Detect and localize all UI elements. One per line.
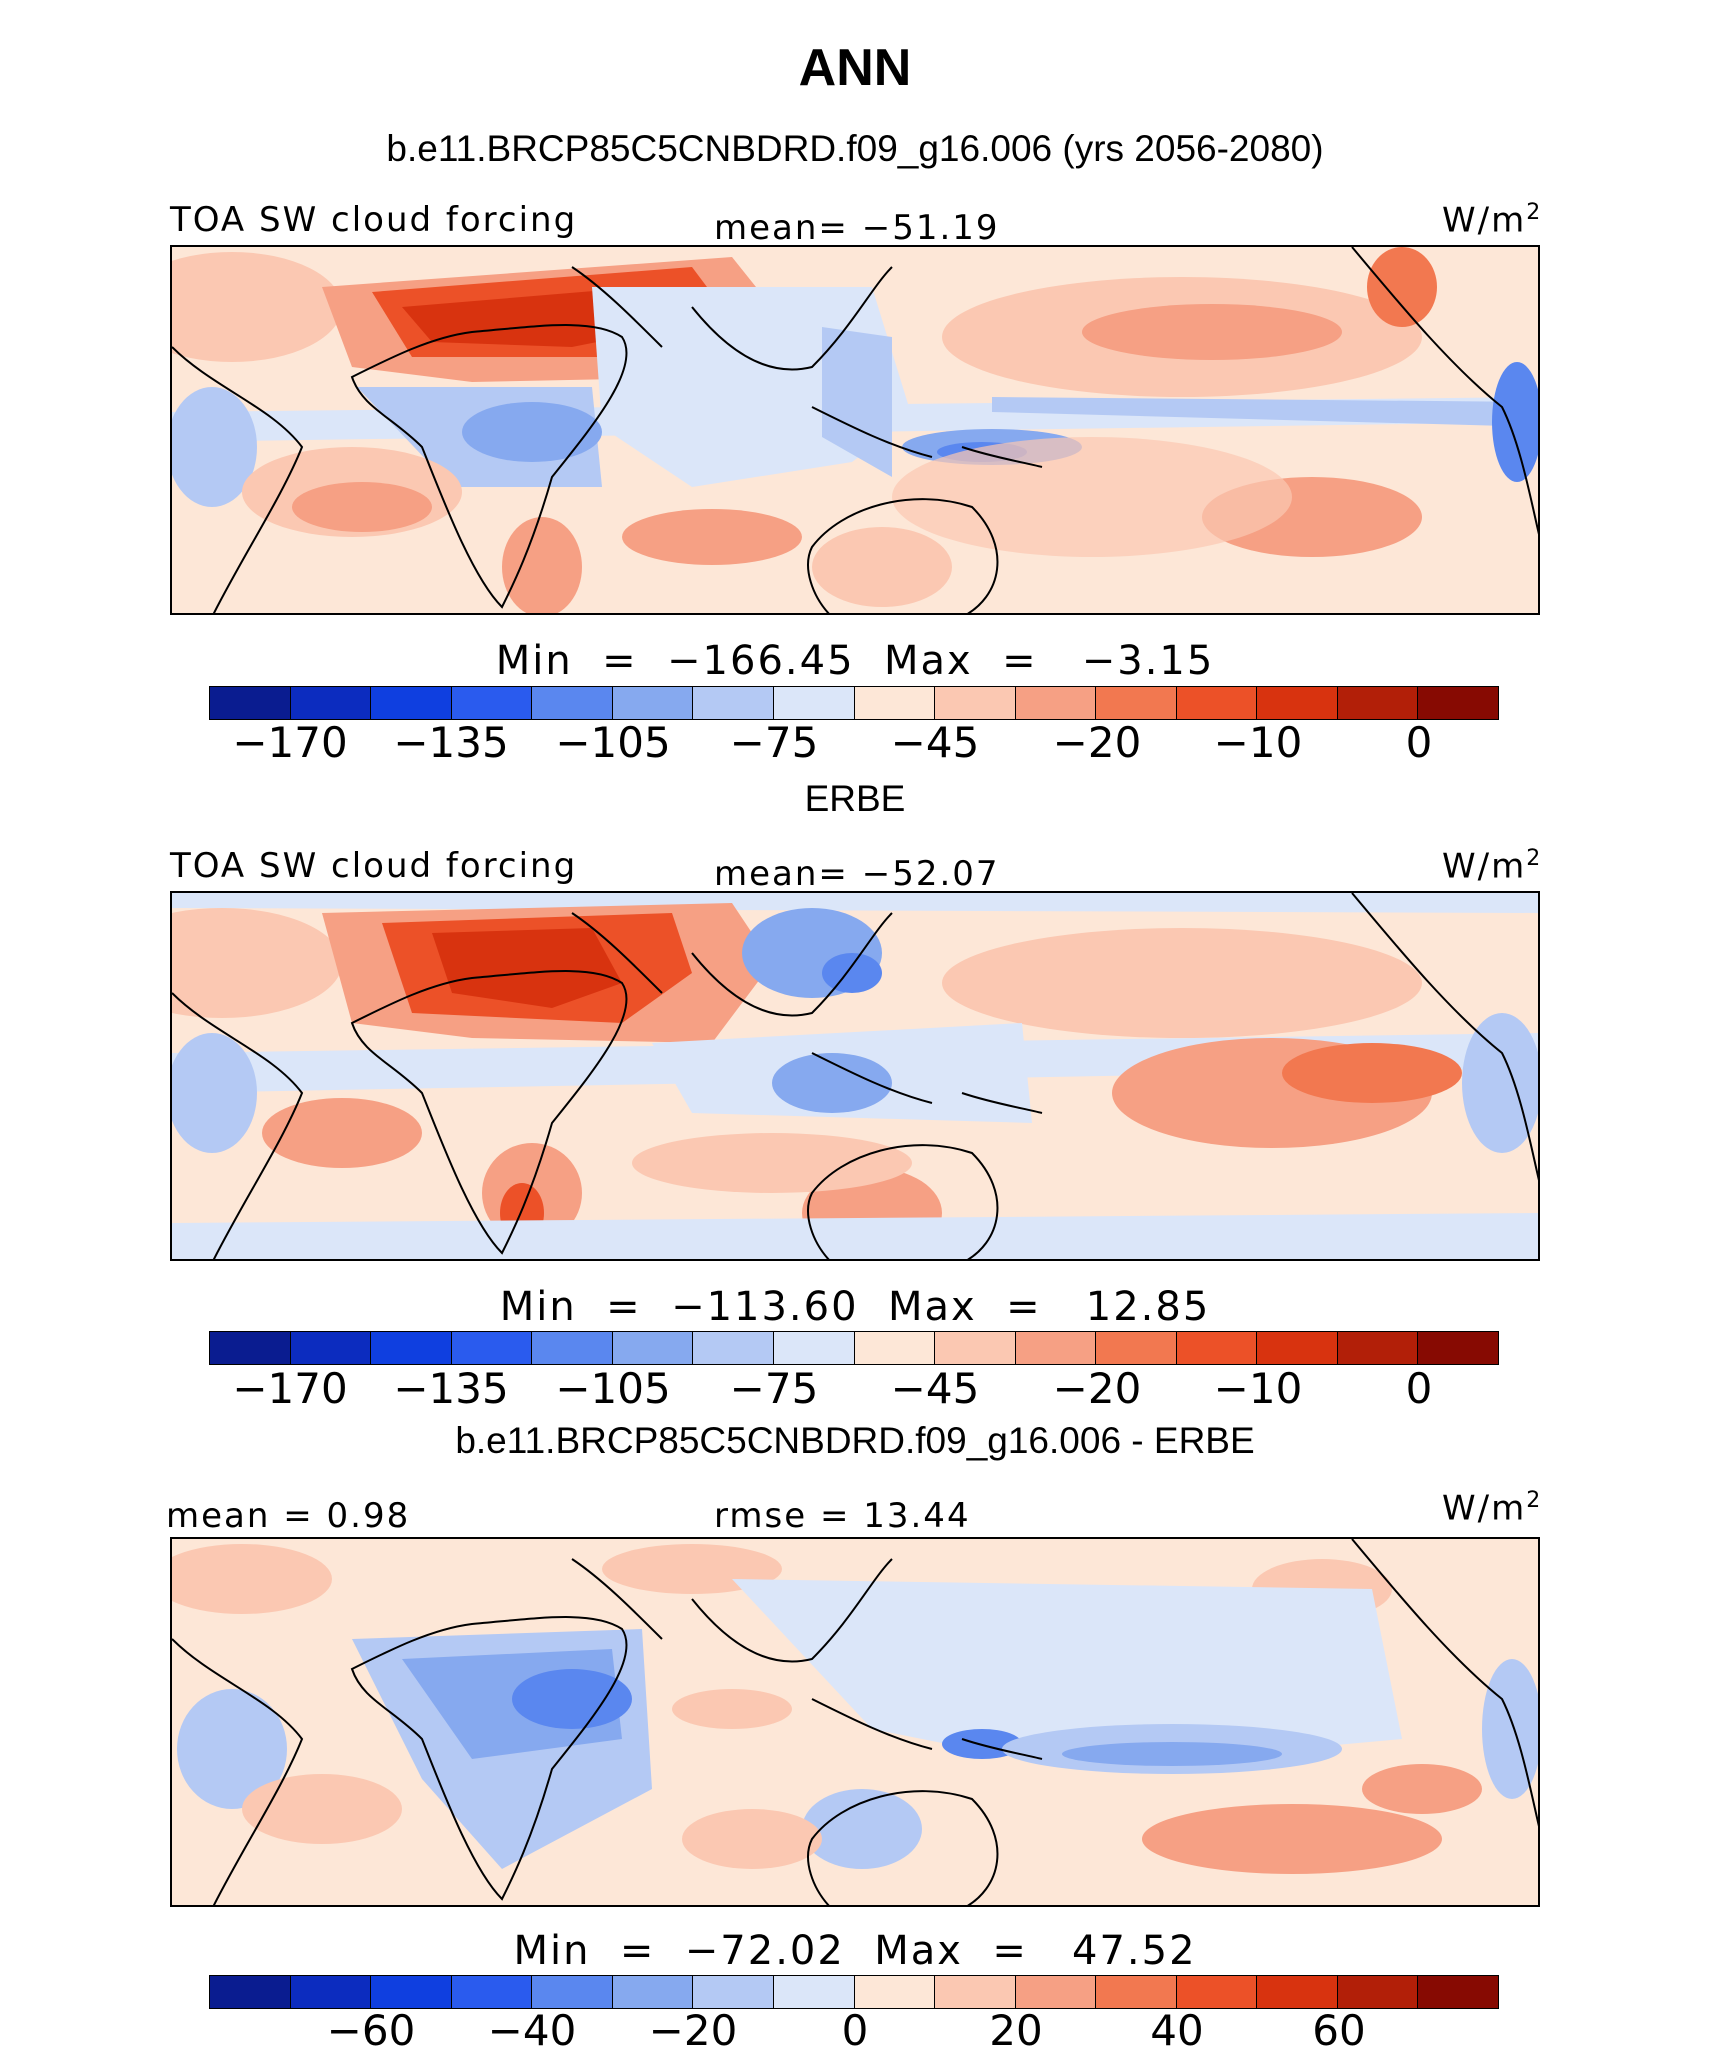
panel-1-colorbar: [209, 686, 1499, 720]
colorbar-swatch: [371, 1976, 452, 2008]
colorbar-tick-label: −40: [487, 2006, 577, 2055]
colorbar-swatch: [773, 1332, 855, 1364]
colorbar-swatch: [1257, 1976, 1338, 2008]
colorbar-swatch: [935, 687, 1016, 719]
colorbar-tick-label: −170: [232, 718, 348, 767]
panel-2-map: [170, 891, 1540, 1261]
colorbar-swatch: [532, 1976, 613, 2008]
colorbar-swatch: [1337, 1332, 1419, 1364]
colorbar-swatch: [1015, 1332, 1097, 1364]
colorbar-swatch: [935, 1976, 1016, 2008]
colorbar-swatch: [1176, 687, 1258, 719]
colorbar-swatch: [451, 687, 533, 719]
colorbar-tick-label: −45: [890, 1364, 980, 1413]
colorbar-tick-label: −10: [1213, 718, 1303, 767]
colorbar-tick-label: 60: [1312, 2006, 1366, 2055]
colorbar-tick-label: 0: [1405, 1364, 1433, 1413]
colorbar-swatch: [1257, 687, 1338, 719]
colorbar-swatch: [1015, 1976, 1097, 2008]
colorbar-swatch: [1418, 1332, 1498, 1364]
colorbar-swatch: [451, 1332, 533, 1364]
colorbar-swatch: [1418, 1976, 1498, 2008]
colorbar-swatch: [451, 1976, 533, 2008]
colorbar-swatch: [1176, 1976, 1258, 2008]
colorbar-swatch: [371, 1332, 452, 1364]
panel-2-colorbar: [209, 1331, 1499, 1365]
panel-1-mean-label: mean= −51.19: [714, 208, 1000, 248]
panel-3-minmax: Min = −72.02 Max = 47.52: [513, 1928, 1197, 1974]
panel-2-heading: ERBE: [804, 778, 906, 819]
colorbar-tick-label: −20: [648, 2006, 738, 2055]
colorbar-tick-label: −45: [890, 718, 980, 767]
colorbar-swatch: [612, 1976, 694, 2008]
colorbar-swatch: [1418, 687, 1498, 719]
colorbar-swatch: [854, 687, 936, 719]
colorbar-tick-label: 40: [1150, 2006, 1204, 2055]
colorbar-swatch: [773, 687, 855, 719]
colorbar-swatch: [210, 1976, 291, 2008]
panel-2-mean-label: mean= −52.07: [714, 854, 1000, 894]
colorbar-swatch: [854, 1332, 936, 1364]
colorbar-swatch: [693, 687, 774, 719]
colorbar-tick-label: 0: [1405, 718, 1433, 767]
colorbar-swatch: [1257, 1332, 1338, 1364]
colorbar-swatch: [1176, 1332, 1258, 1364]
colorbar-swatch: [532, 1332, 613, 1364]
colorbar-tick-label: −20: [1052, 718, 1142, 767]
colorbar-swatch: [693, 1332, 774, 1364]
panel-1-variable-label: TOA SW cloud forcing: [170, 200, 578, 240]
colorbar-tick-label: −135: [393, 1364, 509, 1413]
colorbar-swatch: [1337, 687, 1419, 719]
colorbar-swatch: [210, 1332, 291, 1364]
panel-3-units: W/m2: [1442, 1488, 1543, 1529]
colorbar-swatch: [1015, 687, 1097, 719]
figure-title: ANN: [798, 39, 912, 97]
panel-3-heading: b.e11.BRCP85C5CNBDRD.f09_g16.006 - ERBE: [455, 1420, 1255, 1461]
colorbar-tick-label: −60: [326, 2006, 416, 2055]
panel-3-colorbar: [209, 1975, 1499, 2009]
panel-2-units: W/m2: [1442, 846, 1543, 887]
colorbar-swatch: [1337, 1976, 1419, 2008]
panel-1-map: [170, 245, 1540, 615]
colorbar-swatch: [290, 1976, 372, 2008]
colorbar-swatch: [612, 1332, 694, 1364]
colorbar-swatch: [290, 687, 372, 719]
colorbar-swatch: [693, 1976, 774, 2008]
colorbar-tick-label: −135: [393, 718, 509, 767]
colorbar-tick-label: −105: [555, 718, 671, 767]
colorbar-tick-label: −20: [1052, 1364, 1142, 1413]
colorbar-swatch: [532, 687, 613, 719]
colorbar-swatch: [612, 687, 694, 719]
panel-1-units: W/m2: [1442, 200, 1543, 241]
panel-3-map: [170, 1537, 1540, 1907]
panel-3-mean-label: mean = 0.98: [166, 1496, 411, 1536]
colorbar-tick-label: −170: [232, 1364, 348, 1413]
colorbar-swatch: [854, 1976, 936, 2008]
colorbar-tick-label: 20: [989, 2006, 1043, 2055]
panel-1-minmax: Min = −166.45 Max = −3.15: [495, 638, 1215, 684]
colorbar-swatch: [210, 687, 291, 719]
colorbar-tick-label: 0: [841, 2006, 869, 2055]
colorbar-tick-label: −105: [555, 1364, 671, 1413]
colorbar-tick-label: −10: [1213, 1364, 1303, 1413]
colorbar-swatch: [290, 1332, 372, 1364]
panel-1-heading: b.e11.BRCP85C5CNBDRD.f09_g16.006 (yrs 20…: [386, 128, 1324, 169]
colorbar-swatch: [371, 687, 452, 719]
colorbar-swatch: [1096, 687, 1177, 719]
colorbar-swatch: [935, 1332, 1016, 1364]
colorbar-swatch: [1096, 1332, 1177, 1364]
colorbar-tick-label: −75: [729, 718, 819, 767]
panel-2-minmax: Min = −113.60 Max = 12.85: [499, 1284, 1211, 1330]
colorbar-tick-label: −75: [729, 1364, 819, 1413]
panel-3-rmse-label: rmse = 13.44: [714, 1496, 971, 1536]
colorbar-swatch: [1096, 1976, 1177, 2008]
panel-2-variable-label: TOA SW cloud forcing: [170, 846, 578, 886]
colorbar-swatch: [773, 1976, 855, 2008]
